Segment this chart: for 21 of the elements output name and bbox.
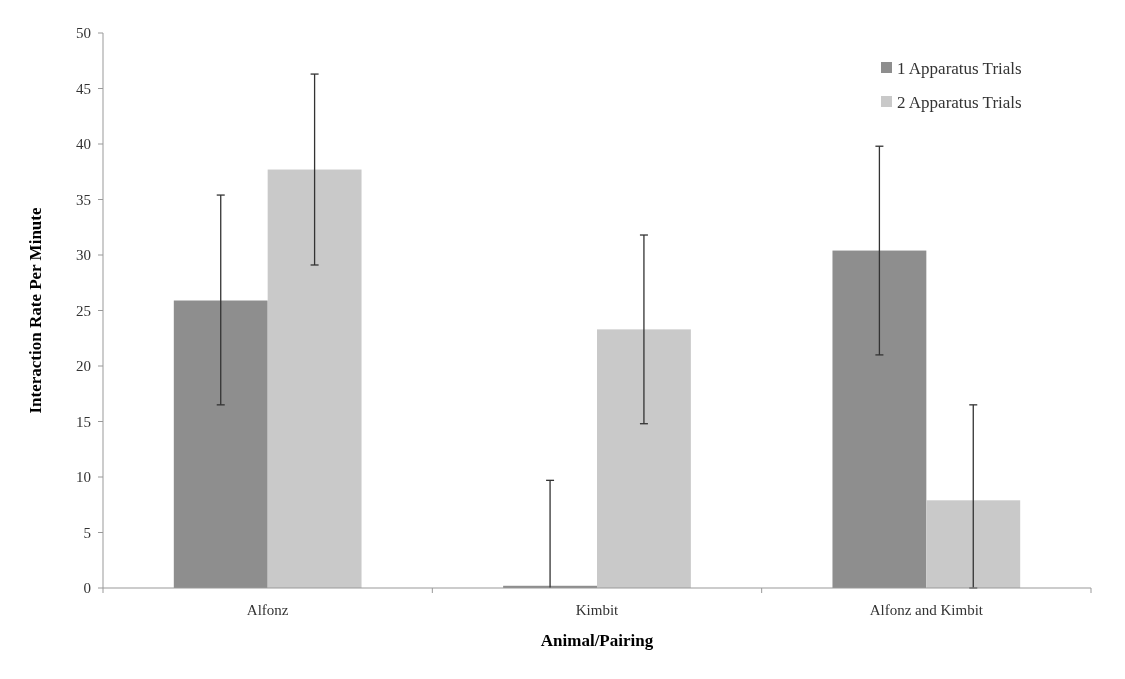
y-tick-label: 10 [76, 469, 91, 486]
x-axis-title: Animal/Pairing [540, 631, 654, 650]
x-tick-label: Kimbit [575, 602, 620, 618]
y-tick-label: 5 [83, 524, 91, 541]
y-tick-label: 25 [76, 302, 91, 319]
y-tick-label: 50 [76, 25, 91, 42]
y-axis-title: Interaction Rate Per Minute [26, 207, 45, 414]
y-tick-label: 35 [76, 191, 91, 208]
bar [597, 329, 691, 588]
bar [267, 169, 362, 588]
y-tick-label: 20 [76, 358, 91, 375]
x-tick-label: Alfonz and Kimbit [869, 602, 984, 618]
y-tick-label: 45 [76, 80, 91, 97]
bar [926, 500, 1021, 588]
x-tick-label: Alfonz [246, 602, 289, 618]
y-tick-label: 40 [76, 136, 91, 153]
y-tick-label: 0 [83, 580, 91, 597]
legend-label: 2 Apparatus Trials [897, 92, 1022, 112]
legend-label: 1 Apparatus Trials [897, 58, 1022, 78]
y-tick-label: 15 [76, 413, 91, 430]
y-tick-label: 30 [76, 247, 91, 264]
